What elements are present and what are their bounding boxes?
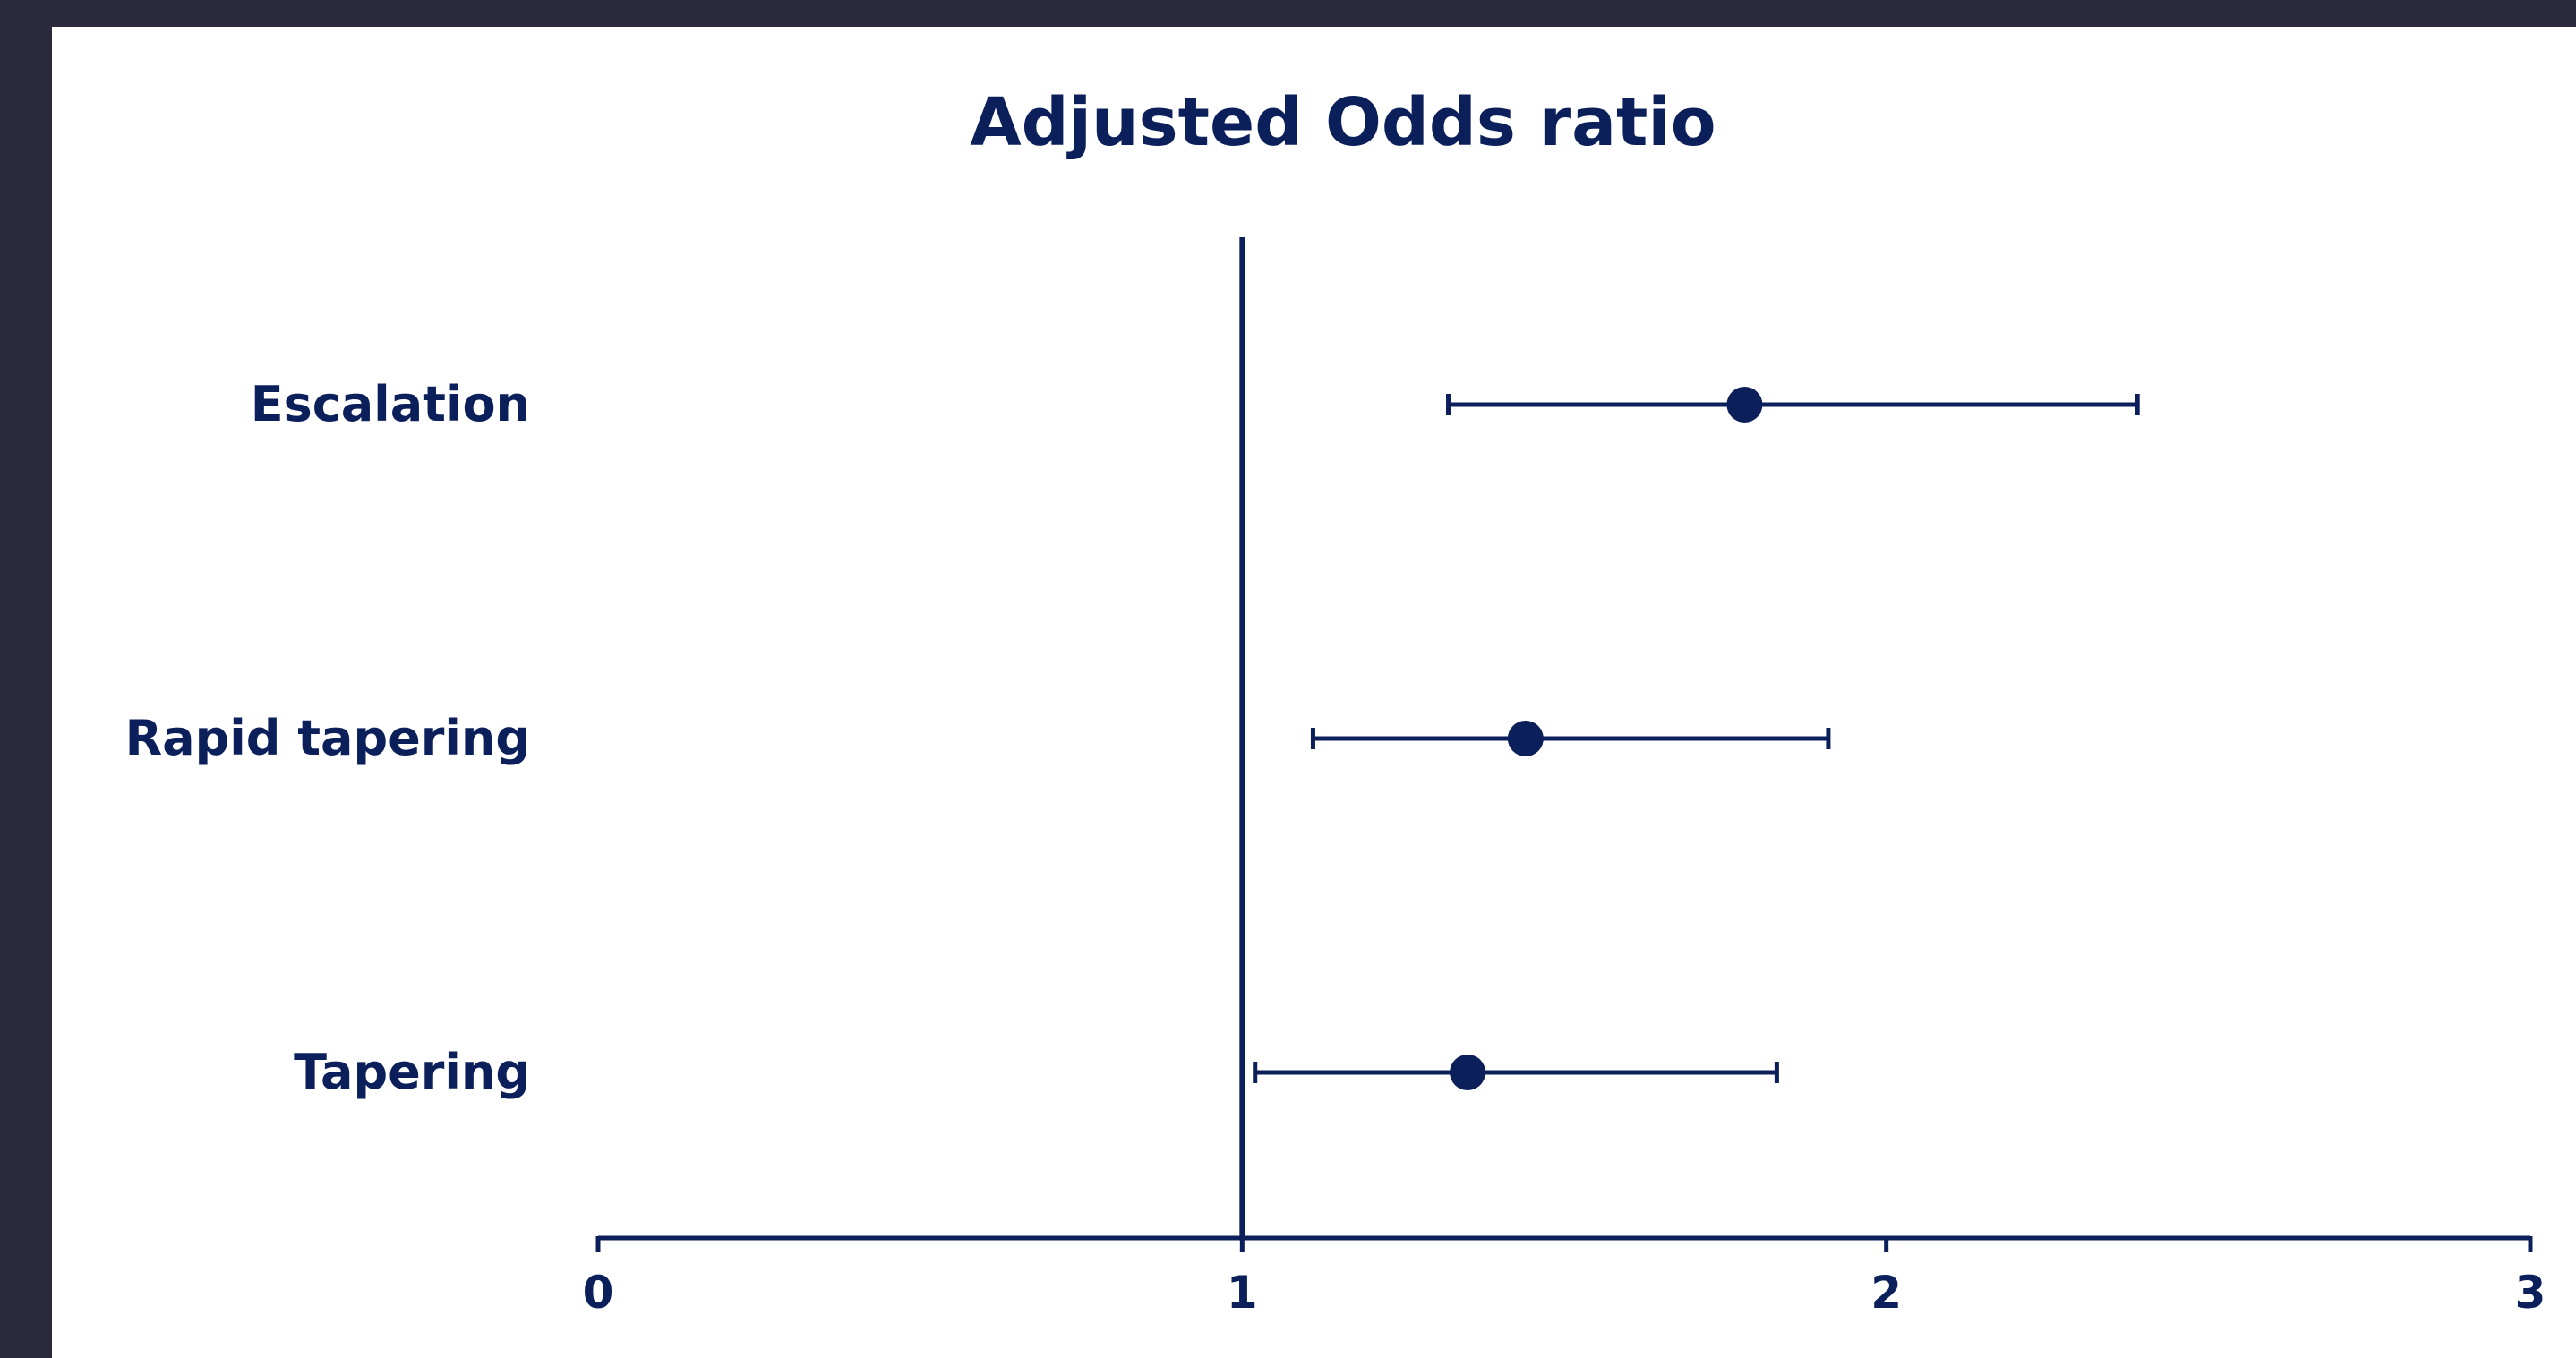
- category-label: Rapid tapering: [125, 710, 530, 766]
- category-label: Escalation: [251, 376, 530, 432]
- forest-row: Rapid tapering: [125, 710, 1831, 766]
- forest-row: Tapering: [294, 1044, 1779, 1100]
- chart-title: Adjusted Odds ratio: [970, 84, 1716, 161]
- x-tick-label: 1: [1227, 1267, 1258, 1319]
- forest-row: Escalation: [251, 376, 2140, 432]
- odds-ratio-point: [1450, 1055, 1486, 1090]
- forest-rows: Escalation Rapid tapering Tapering: [125, 376, 2140, 1100]
- x-tick-label: 0: [583, 1267, 614, 1319]
- odds-ratio-point: [1726, 387, 1763, 423]
- x-axis: 0 1 2 3: [583, 1235, 2546, 1319]
- odds-ratio-point: [1507, 721, 1544, 756]
- x-tick-label: 2: [1870, 1267, 1902, 1319]
- category-label: Tapering: [294, 1044, 530, 1100]
- x-tick-label: 3: [2515, 1267, 2546, 1319]
- chart-panel: [52, 27, 2576, 1358]
